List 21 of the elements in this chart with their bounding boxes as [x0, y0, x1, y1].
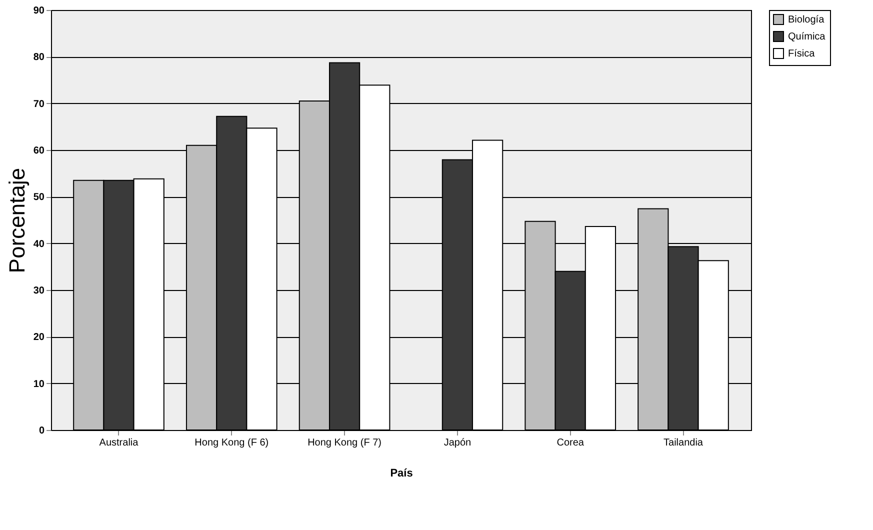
- legend-label: Química: [788, 32, 826, 42]
- y-tick-label: 40: [33, 238, 45, 250]
- y-tick-label: 20: [33, 332, 45, 344]
- y-tick-label: 0: [38, 426, 45, 436]
- legend-label: Biología: [788, 14, 825, 26]
- y-tick-label: 50: [33, 192, 45, 204]
- y-tick-label: 30: [33, 286, 45, 296]
- x-tick-label: Corea: [556, 438, 584, 448]
- y-tick-label: 90: [33, 6, 45, 16]
- x-tick-label: Japón: [444, 438, 472, 448]
- y-tick-label: 60: [33, 146, 45, 156]
- x-tick-label: Tailandia: [664, 438, 704, 448]
- y-tick-label: 70: [33, 98, 45, 110]
- y-tick-label: 80: [33, 52, 45, 64]
- y-axis-title: Porcentaje: [4, 168, 30, 274]
- x-axis-title: País: [390, 468, 413, 480]
- x-tick-label: Hong Kong (F 6): [194, 438, 269, 448]
- legend-label: Física: [788, 48, 816, 60]
- x-tick-label: Australia: [99, 438, 139, 448]
- y-tick-label: 10: [33, 378, 45, 390]
- x-tick-label: Hong Kong (F 7): [308, 438, 382, 448]
